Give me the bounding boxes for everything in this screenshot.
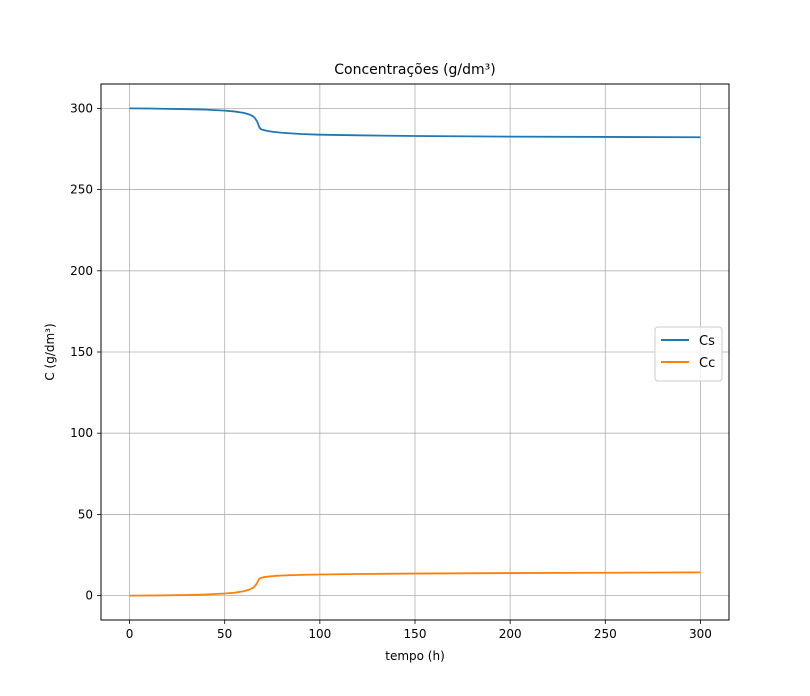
chart-title: Concentrações (g/dm³): [334, 62, 496, 78]
series-line-cc: [129, 571, 701, 597]
y-tick-label: 200: [70, 264, 93, 278]
ticks: 0 50 100 150 200 250 300 0 50 100 150 200 250 300: [70, 101, 712, 641]
x-tick-label: 200: [499, 627, 522, 641]
x-tick-label: 50: [217, 627, 232, 641]
series-line-cs: [129, 107, 701, 139]
x-tick-label: 300: [689, 627, 712, 641]
y-tick-label: 150: [70, 345, 93, 359]
x-tick-label: 250: [594, 627, 617, 641]
y-axis-label: C (g/dm³): [43, 323, 57, 380]
y-tick-label: 300: [70, 101, 93, 115]
x-axis-label: tempo (h): [385, 649, 445, 663]
legend: Cs Cc: [654, 326, 723, 382]
plot-lines: [129, 107, 701, 597]
y-tick-label: 100: [70, 426, 93, 440]
grid: [101, 84, 729, 620]
x-tick-label: 150: [404, 627, 427, 641]
y-tick-label: 50: [78, 507, 93, 521]
x-tick-label: 0: [126, 627, 134, 641]
legend-label: Cs: [699, 334, 715, 349]
y-tick-label: 0: [85, 589, 93, 603]
x-tick-label: 100: [308, 627, 331, 641]
y-tick-label: 250: [70, 183, 93, 197]
legend-label: Cc: [699, 356, 715, 371]
